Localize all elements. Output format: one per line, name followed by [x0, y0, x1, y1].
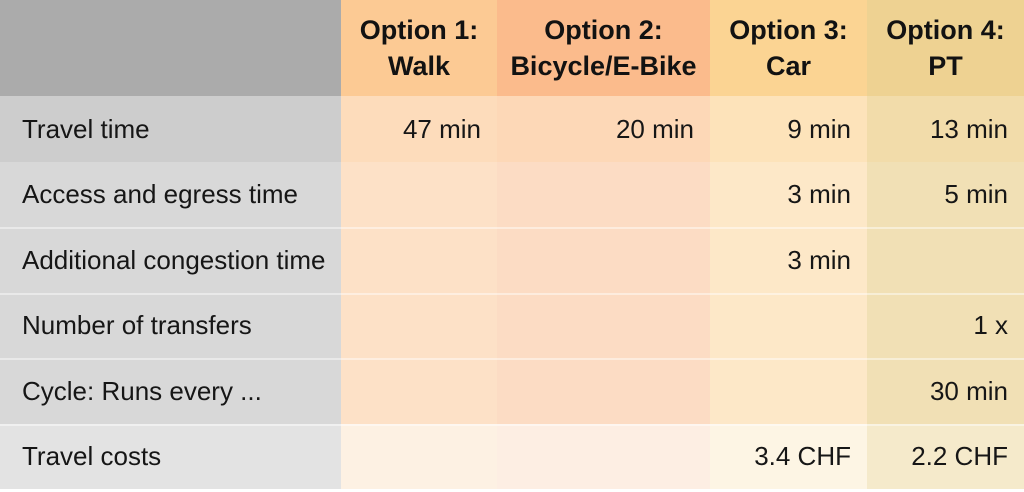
- row-label-travel-time: Travel time: [0, 96, 341, 162]
- cell-cycle-bicycle: [497, 358, 710, 424]
- cell-travel-time-bicycle: 20 min: [497, 96, 710, 162]
- cell-access-egress-bicycle: [497, 162, 710, 227]
- cell-congestion-bicycle: [497, 227, 710, 293]
- cell-congestion-pt: [867, 227, 1024, 293]
- row-label-cycle: Cycle: Runs every ...: [0, 358, 341, 424]
- column-header-car-line2: Car: [765, 51, 812, 81]
- column-header-pt-line2: PT: [928, 51, 963, 81]
- column-header-bicycle-line1: Option 2:: [544, 15, 663, 45]
- cell-costs-pt: 2.2 CHF: [867, 424, 1024, 489]
- cell-cycle-pt: 30 min: [867, 358, 1024, 424]
- row-label-congestion-time: Additional congestion time: [0, 227, 341, 293]
- cell-travel-time-walk: 47 min: [341, 96, 497, 162]
- cell-transfers-car: [710, 293, 867, 358]
- column-header-walk-line2: Walk: [387, 51, 450, 81]
- cell-costs-car: 3.4 CHF: [710, 424, 867, 489]
- row-label-number-of-transfers: Number of transfers: [0, 293, 341, 358]
- cell-travel-time-pt: 13 min: [867, 96, 1024, 162]
- cell-access-egress-car: 3 min: [710, 162, 867, 227]
- cell-cycle-car: [710, 358, 867, 424]
- cell-costs-walk: [341, 424, 497, 489]
- column-header-walk-line1: Option 1:: [359, 15, 479, 45]
- cell-transfers-walk: [341, 293, 497, 358]
- row-label-access-egress-time: Access and egress time: [0, 162, 341, 227]
- column-header-pt-line1: Option 4:: [886, 15, 1005, 45]
- cell-cycle-walk: [341, 358, 497, 424]
- column-header-bicycle-line2: Bicycle/E-Bike: [510, 51, 697, 81]
- cell-travel-time-car: 9 min: [710, 96, 867, 162]
- column-header-car: Option 3: Car: [710, 0, 867, 96]
- column-header-bicycle: Option 2: Bicycle/E-Bike: [497, 0, 710, 96]
- cell-access-egress-pt: 5 min: [867, 162, 1024, 227]
- column-header-car-line1: Option 3:: [729, 15, 848, 45]
- cell-access-egress-walk: [341, 162, 497, 227]
- column-header-walk: Option 1: Walk: [341, 0, 497, 96]
- cell-costs-bicycle: [497, 424, 710, 489]
- cell-transfers-bicycle: [497, 293, 710, 358]
- table-corner-cell: [0, 0, 341, 96]
- column-header-pt: Option 4: PT: [867, 0, 1024, 96]
- cell-congestion-car: 3 min: [710, 227, 867, 293]
- row-label-travel-costs: Travel costs: [0, 424, 341, 489]
- cell-transfers-pt: 1 x: [867, 293, 1024, 358]
- cell-congestion-walk: [341, 227, 497, 293]
